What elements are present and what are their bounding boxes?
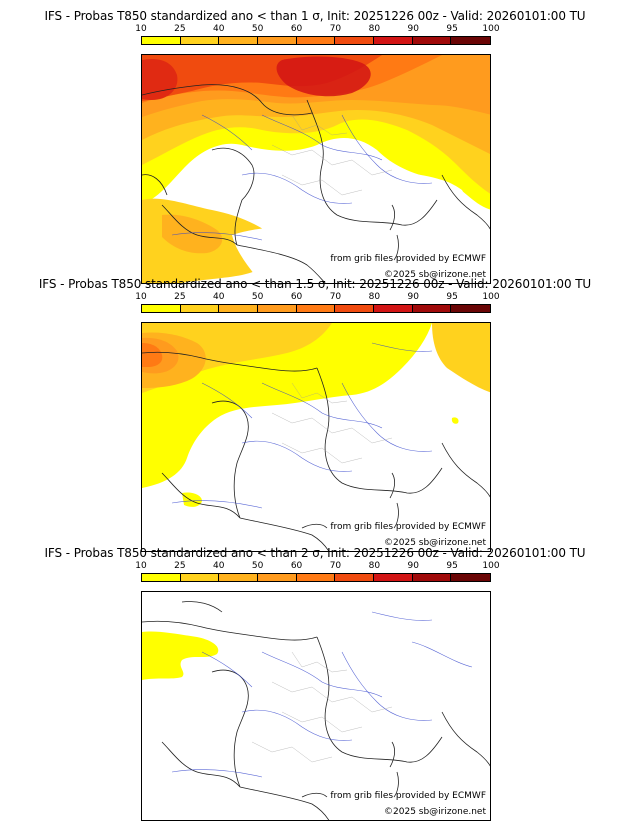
colorbar: 10 25 40 50 60 70 80 90 95 100 — [135, 561, 500, 589]
probability-map: from grib files provided by ECMWF ©2025 … — [141, 591, 491, 821]
probability-map: from grib files provided by ECMWF ©2025 … — [141, 54, 491, 284]
colorbar-segment — [335, 37, 374, 44]
panel-title: IFS - Probas T850 standardized ano < tha… — [38, 277, 592, 291]
colorbar-tick-label: 40 — [213, 24, 225, 34]
credit-copyright: ©2025 sb@irizone.net — [384, 270, 486, 280]
colorbar-tick-label: 50 — [251, 24, 264, 34]
colorbar-tick-label: 60 — [290, 24, 303, 34]
colorbar-segment — [412, 574, 452, 581]
panel-title: IFS - Probas T850 standardized ano < tha… — [44, 546, 586, 560]
colorbar-tick-label: 80 — [368, 561, 381, 571]
colorbar-tick-label: 90 — [407, 561, 419, 571]
colorbar-segment — [451, 305, 490, 312]
colorbar-segment — [335, 574, 374, 581]
map-canvas — [142, 55, 490, 283]
credit-source: from grib files provided by ECMWF — [330, 791, 486, 801]
colorbar-tick-label: 95 — [446, 24, 458, 34]
credit-source: from grib files provided by ECMWF — [330, 254, 486, 264]
colorbar-segment — [219, 37, 258, 44]
colorbar-tick-label: 95 — [446, 292, 458, 302]
colorbar-tick-label: 100 — [482, 24, 500, 34]
colorbar-segment — [451, 37, 490, 44]
colorbar-ticks: 10 25 40 50 60 70 80 90 95 100 — [135, 561, 499, 573]
colorbar-segment — [296, 37, 336, 44]
colorbar-tick-label: 80 — [368, 292, 381, 302]
colorbar-segment — [142, 305, 181, 312]
map-canvas — [142, 601, 490, 820]
colorbar-tick-label: 25 — [174, 292, 186, 302]
colorbar-segment — [373, 574, 413, 581]
panel-1-5-sigma: IFS - Probas T850 standardized ano < tha… — [0, 277, 630, 553]
colorbar-tick-label: 10 — [135, 561, 147, 571]
colorbar-bar — [141, 36, 491, 45]
panel-2-sigma: IFS - Probas T850 standardized ano < tha… — [0, 546, 630, 822]
colorbar-segment — [373, 305, 413, 312]
colorbar-segment — [451, 574, 490, 581]
credit-source: from grib files provided by ECMWF — [330, 522, 486, 532]
colorbar-segment — [296, 574, 336, 581]
colorbar-segment — [373, 37, 413, 44]
colorbar-tick-label: 80 — [368, 24, 381, 34]
colorbar-tick-label: 90 — [407, 24, 419, 34]
colorbar-tick-label: 40 — [213, 292, 225, 302]
colorbar-tick-label: 100 — [482, 561, 500, 571]
colorbar-segment — [180, 37, 220, 44]
credit-copyright: ©2025 sb@irizone.net — [384, 807, 486, 817]
colorbar-bar — [141, 304, 491, 313]
colorbar-segment — [412, 37, 452, 44]
credit-copyright: ©2025 sb@irizone.net — [384, 538, 486, 548]
colorbar-segment — [219, 305, 258, 312]
colorbar-tick-label: 100 — [482, 292, 500, 302]
colorbar-segment — [219, 574, 258, 581]
colorbar-segment — [180, 574, 220, 581]
colorbar-segment — [335, 305, 374, 312]
colorbar-segment — [142, 37, 181, 44]
colorbar-bar — [141, 573, 491, 582]
colorbar: 10 25 40 50 60 70 80 90 95 100 — [135, 24, 500, 52]
colorbar-segment — [296, 305, 336, 312]
colorbar-tick-label: 25 — [174, 24, 186, 34]
colorbar-segment — [257, 305, 297, 312]
probability-map: from grib files provided by ECMWF ©2025 … — [141, 322, 491, 552]
colorbar-tick-label: 60 — [290, 561, 303, 571]
panel-1-sigma: IFS - Probas T850 standardized ano < tha… — [0, 9, 630, 285]
colorbar-tick-label: 50 — [251, 292, 264, 302]
colorbar-ticks: 10 25 40 50 60 70 80 90 95 100 — [135, 24, 499, 36]
colorbar: 10 25 40 50 60 70 80 90 95 100 — [135, 292, 500, 320]
colorbar-tick-label: 90 — [407, 292, 419, 302]
colorbar-segment — [412, 305, 452, 312]
panel-title: IFS - Probas T850 standardized ano < tha… — [44, 9, 586, 23]
colorbar-ticks: 10 25 40 50 60 70 80 90 95 100 — [135, 292, 499, 304]
map-canvas — [142, 323, 490, 551]
colorbar-tick-label: 50 — [251, 561, 264, 571]
colorbar-tick-label: 60 — [290, 292, 303, 302]
colorbar-tick-label: 70 — [329, 24, 342, 34]
colorbar-tick-label: 70 — [329, 292, 342, 302]
colorbar-tick-label: 70 — [329, 561, 342, 571]
colorbar-segment — [257, 37, 297, 44]
colorbar-tick-label: 40 — [213, 561, 225, 571]
colorbar-segment — [257, 574, 297, 581]
colorbar-segment — [180, 305, 220, 312]
colorbar-segment — [142, 574, 181, 581]
colorbar-tick-label: 25 — [174, 561, 186, 571]
colorbar-tick-label: 95 — [446, 561, 458, 571]
colorbar-tick-label: 10 — [135, 292, 147, 302]
colorbar-tick-label: 10 — [135, 24, 147, 34]
